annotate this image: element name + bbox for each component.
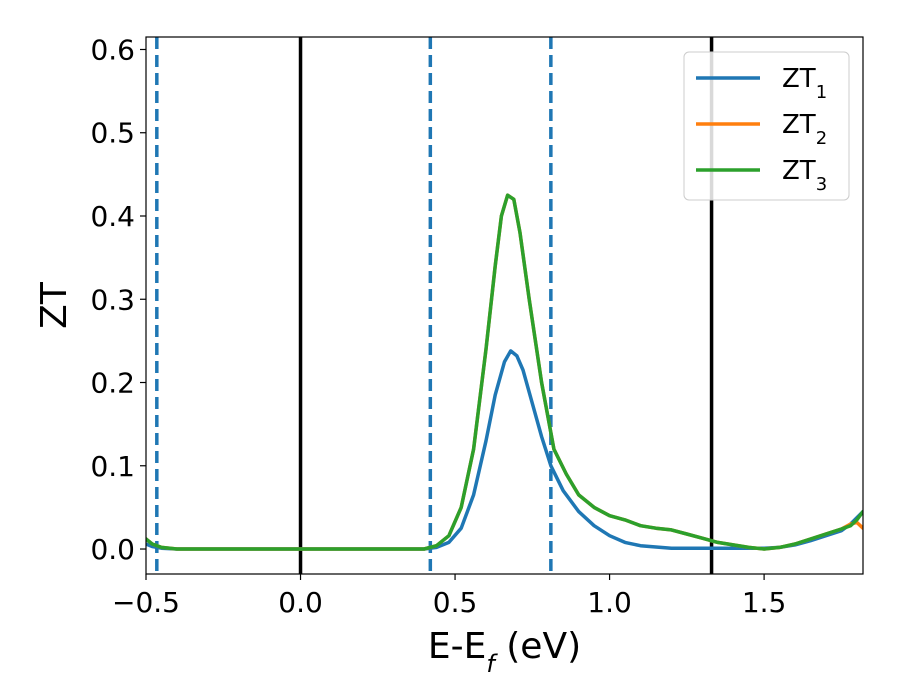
x-tick-label: 1.5	[742, 586, 787, 619]
y-axis-ticks: 0.0 0.1 0.2 0.3 0.4 0.5 0.6	[90, 33, 146, 566]
x-tick-label: 1.0	[587, 586, 632, 619]
x-axis-ticks: −0.5 0.0 0.5 1.0 1.5	[112, 574, 786, 619]
x-axis-label: E-Ef (eV)	[428, 626, 581, 678]
legend-label-zt1: ZT1	[782, 64, 827, 103]
series-lines	[146, 193, 863, 551]
y-tick-label: 0.1	[90, 450, 135, 483]
legend-label-zt2: ZT2	[782, 110, 827, 149]
series-line-zt1	[146, 349, 863, 551]
x-tick-label: 0.5	[433, 586, 478, 619]
series-line-zt3	[146, 193, 863, 551]
y-tick-label: 0.5	[90, 117, 135, 150]
legend-box	[683, 51, 850, 201]
y-tick-label: 0.4	[90, 200, 135, 233]
y-tick-label: 0.0	[90, 533, 135, 566]
legend-label-zt3: ZT3	[782, 156, 827, 195]
vertical-reference-lines	[155, 37, 714, 574]
y-axis-label: ZT	[34, 281, 75, 329]
x-tick-label: 0.0	[278, 586, 323, 619]
plot-frame	[145, 36, 864, 575]
y-tick-label: 0.3	[90, 283, 135, 316]
x-tick-label: −0.5	[112, 586, 180, 619]
legend: ZT1 ZT2 ZT3	[683, 51, 850, 201]
y-tick-label: 0.6	[90, 33, 135, 66]
y-tick-label: 0.2	[90, 367, 135, 400]
series-line-zt2	[146, 193, 863, 551]
